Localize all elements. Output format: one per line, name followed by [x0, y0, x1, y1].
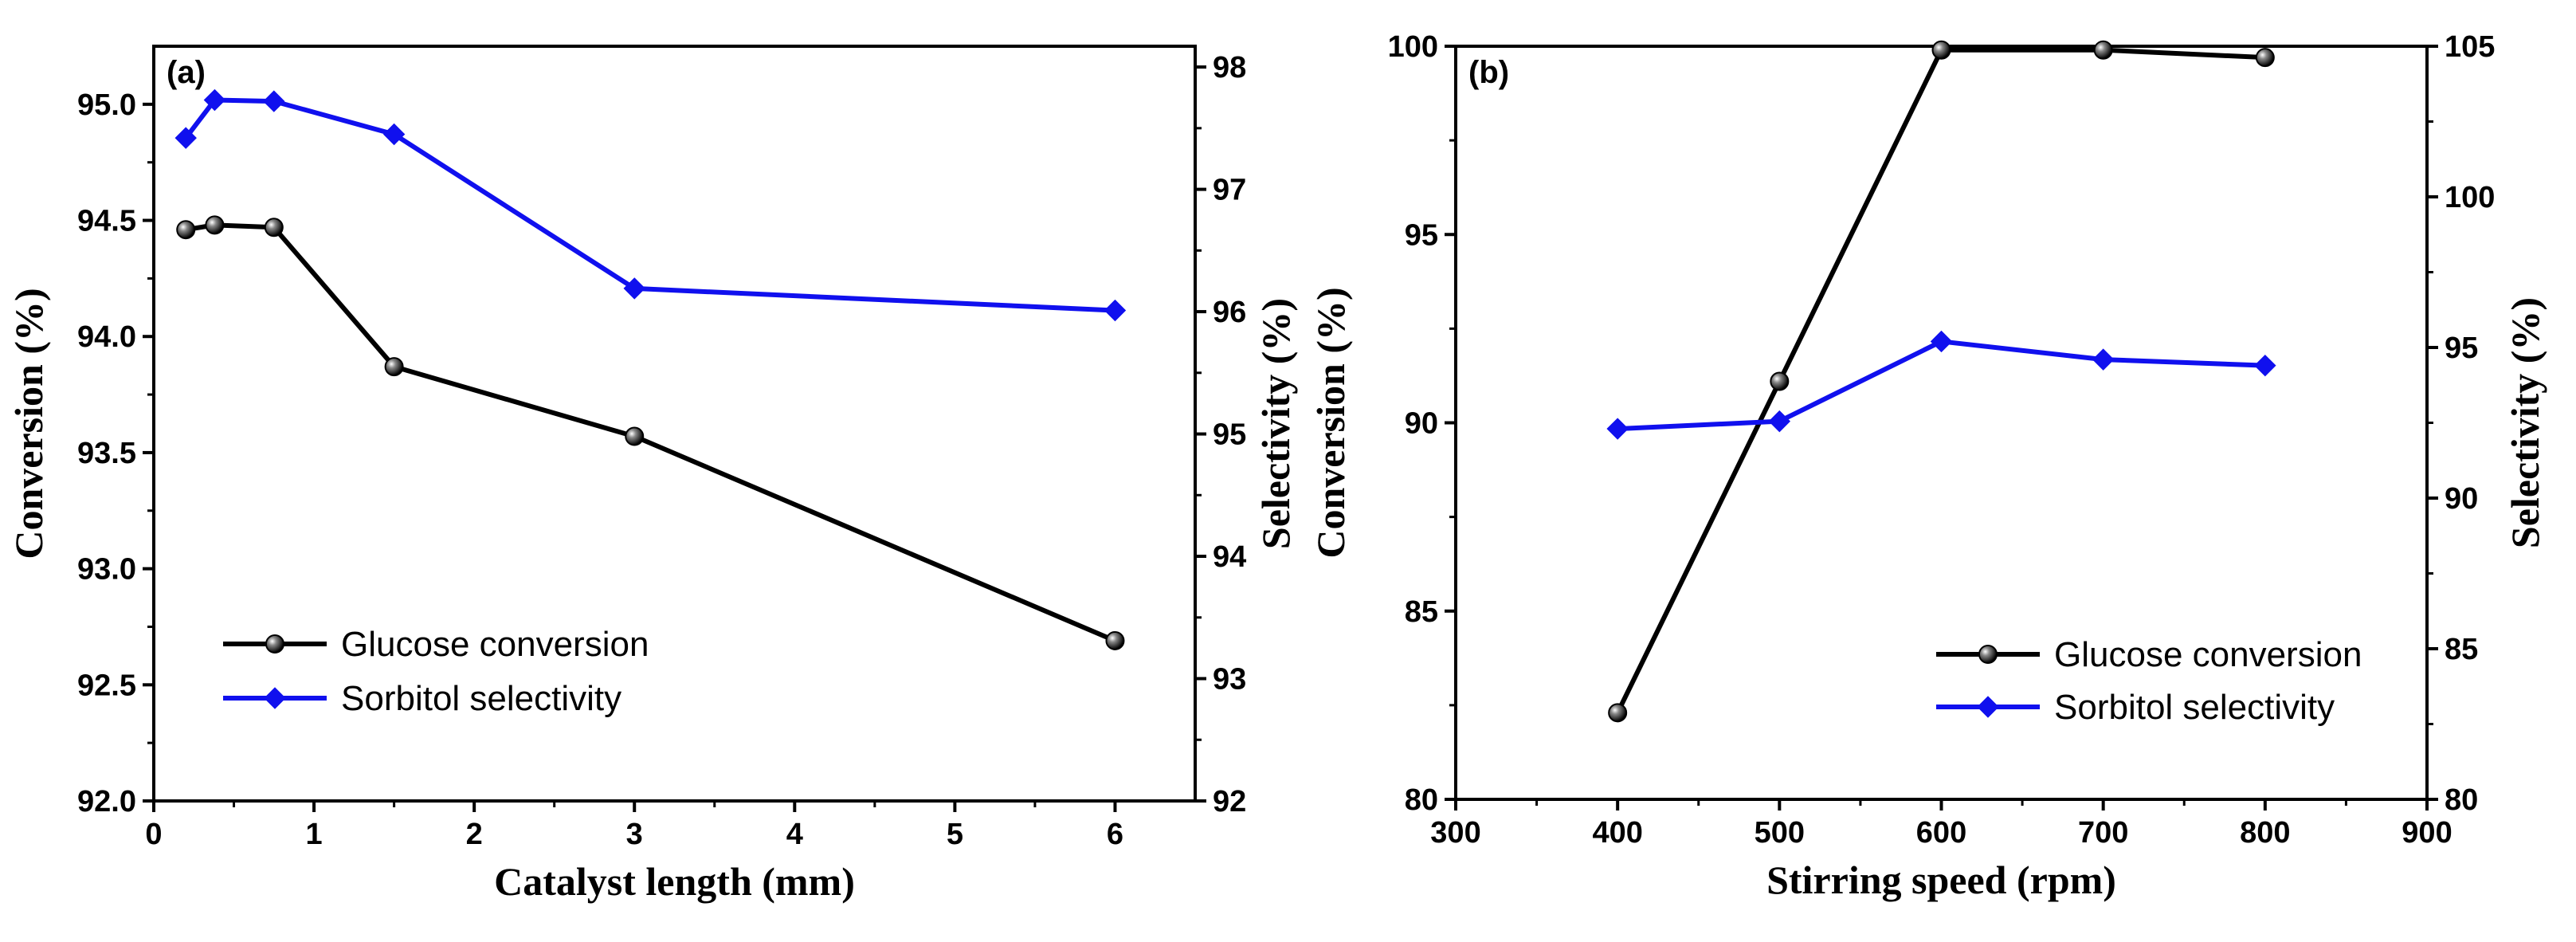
y2-tick-label: 90: [2445, 482, 2478, 516]
data-point-diamond: [1104, 299, 1127, 322]
y-tick-label: 92.5: [77, 669, 136, 702]
series-sorbitol-selectivity: [174, 88, 1127, 322]
x-tick-label: 500: [1755, 816, 1805, 850]
data-point-diamond: [1977, 696, 1999, 718]
y2-tick-label: 95: [2445, 332, 2478, 365]
panel-a: 0 1 2 3 4 5 6 92.0 92.5 93.0 93.5 94.0 94.5 95.0 92 93 9…: [6, 45, 1298, 904]
y-tick-label: 95.0: [77, 88, 136, 122]
x-tick-label: 6: [1107, 818, 1123, 851]
series-line: [1617, 339, 2265, 432]
data-point-diamond: [264, 687, 286, 709]
x-tick-label: 2: [466, 818, 483, 851]
data-point-sphere: [1931, 40, 1951, 60]
x-tick-label: 5: [947, 818, 963, 851]
data-point-sphere: [176, 220, 196, 240]
y-axis-title: Conversion (%): [6, 288, 51, 559]
y-tick-label: 95: [1405, 218, 1438, 252]
data-point-diamond: [2254, 354, 2276, 377]
y2-tick-label: 98: [1213, 51, 1246, 84]
data-point-sphere: [265, 634, 284, 654]
legend-label: Glucose conversion: [2054, 635, 2362, 674]
data-point-sphere: [264, 218, 284, 237]
x-axis-title: Catalyst length (mm): [494, 859, 855, 904]
series-glucose-conversion: [176, 215, 1125, 650]
y-tick-label: 92.0: [77, 785, 136, 818]
y-tick-label: 90: [1405, 407, 1438, 441]
y-tick-label: 93.0: [77, 553, 136, 587]
y2-tick-label: 92: [1213, 785, 1246, 818]
series-line: [183, 97, 1115, 313]
y2-tick-label: 97: [1213, 174, 1246, 207]
panel-b: 300 400 500 600 700 800 9008085909510080859095…: [1308, 30, 2547, 902]
x-tick-label: 1: [306, 818, 323, 851]
y-axis-title: Conversion (%): [1308, 287, 1353, 558]
legend-label: Sorbitol selectivity: [2054, 688, 2335, 727]
y2-tick-label: 100: [2445, 181, 2495, 214]
data-point-sphere: [384, 357, 404, 377]
data-point-sphere: [1770, 371, 1790, 391]
y-tick-label: 94.0: [77, 320, 136, 354]
data-point-diamond: [382, 123, 406, 146]
data-point-sphere: [1608, 703, 1628, 723]
series-glucose-conversion: [1608, 40, 2275, 723]
data-point-sphere: [1105, 630, 1125, 650]
x-tick-label: 400: [1592, 816, 1642, 850]
y2-axis-title: Selectivity (%): [1253, 298, 1298, 549]
y2-tick-label: 105: [2445, 30, 2495, 64]
y-tick-label: 94.5: [77, 205, 136, 238]
panel-label: (b): [1468, 55, 1509, 90]
legend: Glucose conversion Sorbitol selectivity: [1936, 635, 2362, 727]
x-tick-label: 900: [2402, 816, 2452, 850]
x-tick-label: 300: [1430, 816, 1480, 850]
x-tick-label: 0: [145, 818, 162, 851]
x-tick-label: 3: [626, 818, 643, 851]
plot-frame: [1454, 45, 2429, 801]
data-point-diamond: [1606, 418, 1629, 440]
y2-tick-label: 94: [1213, 540, 1246, 574]
y-tick-label: 80: [1405, 783, 1438, 817]
data-point-diamond: [263, 90, 285, 112]
y2-tick-label: 80: [2445, 783, 2478, 817]
y2-tick-label: 85: [2445, 633, 2478, 666]
data-point-diamond: [203, 88, 226, 112]
data-point-diamond: [1768, 410, 1791, 433]
y-tick-label: 93.5: [77, 437, 136, 470]
y2-tick-label: 96: [1213, 296, 1246, 329]
data-point-sphere: [2093, 40, 2113, 60]
data-point-sphere: [2255, 48, 2275, 68]
data-point-sphere: [205, 215, 225, 235]
x-tick-label: 700: [2078, 816, 2128, 850]
series-sorbitol-selectivity: [1606, 330, 2276, 440]
x-tick-label: 4: [786, 818, 803, 851]
panel-label: (a): [167, 55, 206, 90]
data-point-diamond: [1930, 330, 1953, 353]
legend-label: Glucose conversion: [341, 625, 649, 664]
data-point-sphere: [1978, 645, 1998, 664]
legend-label: Sorbitol selectivity: [341, 679, 621, 718]
x-tick-label: 800: [2240, 816, 2290, 850]
legend: Glucose conversion Sorbitol selectivity: [223, 625, 649, 718]
data-point-sphere: [625, 426, 645, 446]
x-tick-label: 600: [1916, 816, 1966, 850]
y2-tick-label: 95: [1213, 418, 1246, 452]
series-line: [1615, 47, 2265, 714]
plot-frame: [152, 45, 1197, 803]
y2-tick-label: 93: [1213, 663, 1246, 697]
data-point-diamond: [174, 127, 197, 149]
data-point-diamond: [2092, 348, 2115, 371]
x-axis-title: Stirring speed (rpm): [1766, 858, 2116, 902]
y-tick-label: 100: [1388, 30, 1438, 64]
y2-axis-title: Selectivity (%): [2503, 297, 2547, 548]
y-tick-label: 85: [1405, 595, 1438, 629]
data-point-diamond: [623, 277, 645, 300]
